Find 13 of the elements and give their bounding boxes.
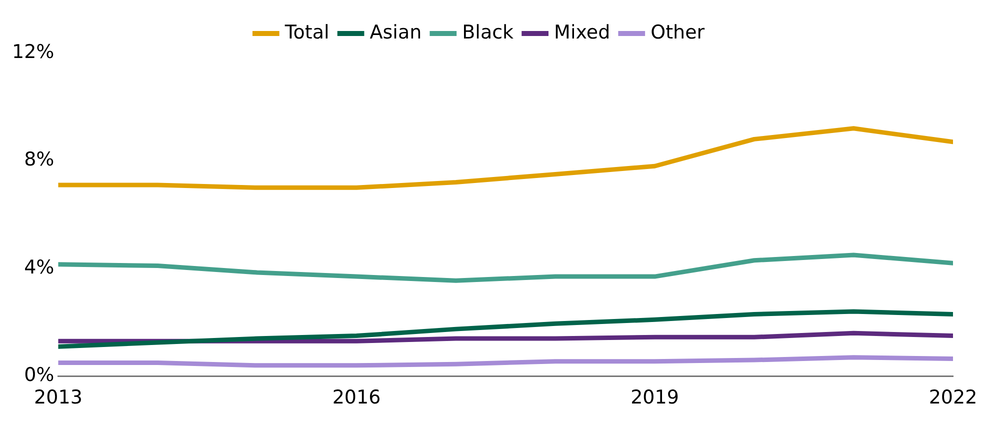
y-tick-label: 8% (24, 148, 54, 171)
legend-label: Mixed (554, 21, 610, 44)
x-tick-label: 2019 (630, 386, 679, 409)
legend-label: Asian (370, 21, 422, 44)
x-tick-label: 2016 (332, 386, 381, 409)
x-tick-label: 2022 (928, 386, 978, 409)
x-tick-label: 2013 (34, 386, 82, 409)
legend-label: Other (650, 21, 705, 44)
y-tick-label: 0% (24, 364, 54, 386)
y-tick-label: 12% (12, 40, 54, 63)
legend-label: Black (462, 21, 514, 44)
y-tick-label: 4% (24, 256, 54, 278)
legend-label: Total (284, 21, 330, 44)
